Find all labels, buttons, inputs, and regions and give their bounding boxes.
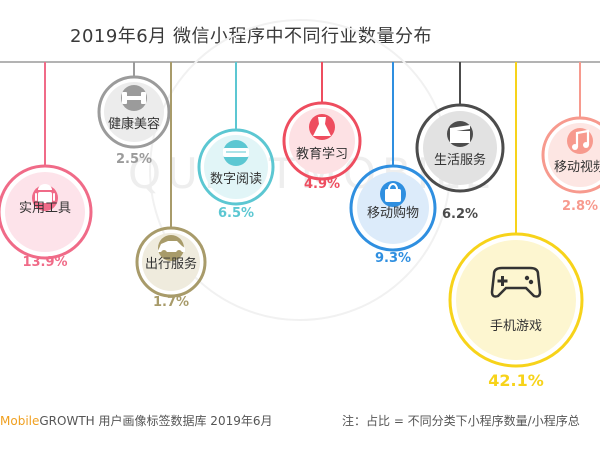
bubble-ring: [282, 101, 362, 181]
bubble-fill: [104, 82, 164, 142]
bubble-7: 生活服务 6.2%: [415, 62, 505, 222]
bubble-1: 实用工具 13.9%: [0, 62, 93, 270]
bubble-fill: [289, 108, 355, 174]
bubble-ring: [197, 128, 275, 206]
android-icon: [35, 184, 55, 203]
bubble-fill: [142, 233, 200, 291]
bubble-3: 出行服务 1.7%: [135, 62, 207, 310]
category-label: 移动视频: [554, 160, 600, 175]
bubble-fill: [423, 111, 497, 185]
value-label: 9.3%: [375, 251, 411, 266]
bubble-4: 数字阅读 6.5%: [197, 62, 275, 221]
car-icon: [158, 241, 185, 256]
value-label: 2.8%: [562, 199, 598, 214]
clapper-icon: [450, 125, 470, 143]
value-label: 4.9%: [304, 177, 340, 192]
category-label: 生活服务: [434, 152, 486, 168]
value-label: 6.2%: [442, 207, 478, 222]
value-label: 2.5%: [116, 152, 152, 167]
bubble-ring: [415, 103, 505, 193]
dumbbell-icon: [122, 92, 146, 104]
bubble-9: 移动视频 2.8%: [541, 62, 600, 214]
bubble-ring: [0, 164, 93, 260]
bubble-2: 健康美容 2.5%: [97, 62, 171, 167]
bubble-ring: [349, 164, 437, 252]
book-icon: [223, 148, 249, 157]
source-brand: Mobile: [0, 414, 40, 428]
dress-icon: [313, 117, 331, 136]
bubble-fill: [456, 240, 576, 360]
bag-icon: [385, 183, 401, 202]
category-label: 健康美容: [108, 116, 160, 132]
source-note: MobileGROWTH 用户画像标签数据库 2019年6月: [0, 412, 272, 429]
music-icon: [572, 129, 590, 150]
footnote: 注：占比 = 不同分类下小程序数量/小程序总: [342, 414, 580, 428]
bubble-ring: [541, 116, 600, 194]
bubble-8: 手机游戏 42.1%: [448, 62, 584, 390]
bubble-5: 教育学习 4.9%: [282, 62, 362, 192]
value-label: 1.7%: [153, 295, 189, 310]
value-label: 42.1%: [488, 371, 544, 390]
chart-title: 2019年6月 微信小程序中不同行业数量分布: [70, 26, 432, 47]
category-label: 手机游戏: [490, 319, 542, 334]
value-label: 6.5%: [218, 206, 254, 221]
bubble-fill: [204, 135, 268, 199]
bubble-fill: [357, 172, 429, 244]
bubble-ring: [448, 232, 584, 368]
category-label: 教育学习: [296, 146, 348, 162]
category-label: 实用工具: [19, 201, 71, 216]
category-label: 移动购物: [367, 205, 419, 221]
bubble-6: 移动购物 9.3%: [349, 62, 437, 266]
bubble-ring: [97, 75, 171, 149]
bubble-fill: [5, 172, 85, 252]
value-label: 13.9%: [22, 255, 67, 270]
gamepad-icon: [490, 266, 542, 298]
category-label: 出行服务: [145, 256, 197, 272]
source-text: GROWTH 用户画像标签数据库 2019年6月: [39, 414, 273, 428]
category-label: 数字阅读: [210, 172, 262, 187]
bubble-ring: [135, 226, 207, 298]
